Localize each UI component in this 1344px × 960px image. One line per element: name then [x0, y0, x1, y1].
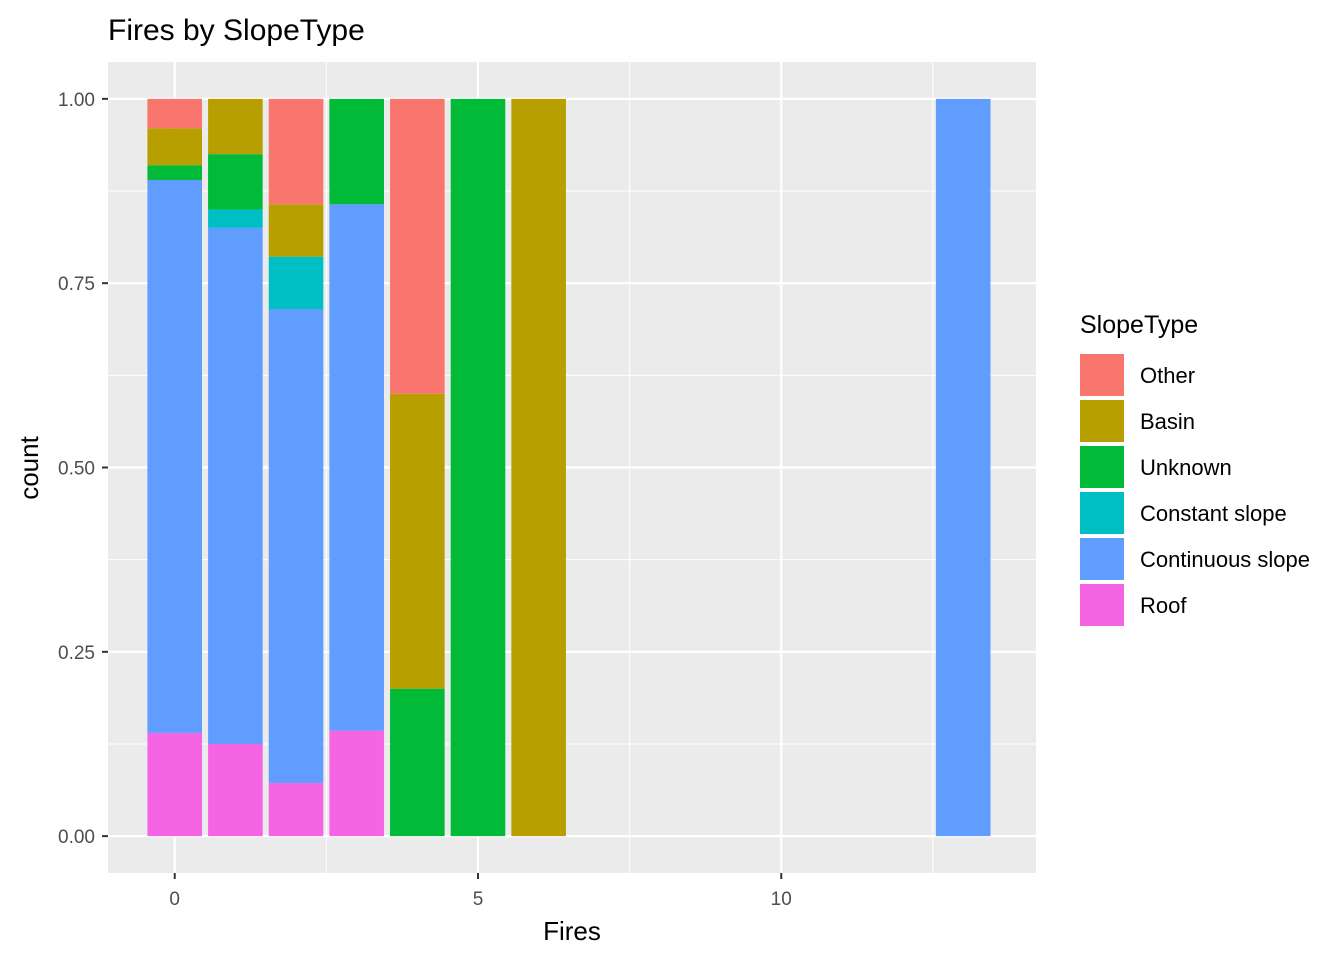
legend-label: Other — [1140, 363, 1195, 388]
y-tick-label: 0.50 — [58, 459, 95, 480]
y-tick-label: 0.00 — [58, 827, 95, 848]
legend-key — [1080, 446, 1124, 488]
chart-title: Fires by SlopeType — [108, 14, 365, 47]
legend-key — [1080, 538, 1124, 580]
legend-key — [1080, 354, 1124, 396]
legend-item: Constant slope — [1080, 492, 1287, 534]
legend-key — [1080, 400, 1124, 442]
bar-segment-continuous-slope — [208, 227, 263, 744]
y-axis-ticks: 0.00 0.25 0.50 0.75 1.00 — [58, 90, 108, 848]
legend-title: SlopeType — [1080, 311, 1198, 339]
bar-segment-other — [390, 98, 445, 394]
bar-segment-continuous-slope — [147, 179, 203, 733]
legend-item: Roof — [1080, 584, 1187, 626]
bar-segment-roof — [329, 730, 384, 837]
x-axis-ticks: 0 5 10 — [169, 873, 792, 910]
y-tick-label: 0.25 — [58, 643, 95, 664]
legend-key — [1080, 492, 1124, 534]
bar-segment-unknown — [208, 154, 263, 210]
legend-key — [1080, 584, 1124, 626]
bar-segment-roof — [147, 732, 203, 837]
legend-item: Unknown — [1080, 446, 1232, 488]
bar-segment-basin — [147, 128, 203, 166]
bar-segment-unknown — [147, 165, 203, 180]
bar-segment-roof — [208, 743, 263, 837]
bar-segment-other — [268, 98, 324, 205]
bar-segment-other — [147, 98, 203, 129]
bars — [147, 98, 991, 837]
bar-segment-basin — [390, 393, 445, 689]
legend-label: Unknown — [1140, 455, 1232, 480]
x-tick-label: 5 — [473, 889, 484, 910]
legend-label: Constant slope — [1140, 501, 1287, 526]
bar-segment-unknown — [390, 688, 445, 837]
bar-segment-basin — [268, 204, 324, 257]
bar-segment-constant-slope — [268, 256, 324, 309]
bar-segment-continuous-slope — [935, 98, 991, 837]
legend-item: Basin — [1080, 400, 1195, 442]
bar-segment-unknown — [450, 98, 506, 837]
bar-segment-continuous-slope — [329, 204, 384, 731]
y-axis-title: count — [14, 435, 44, 499]
legend-item: Continuous slope — [1080, 538, 1310, 580]
bar-segment-basin — [511, 98, 566, 837]
x-tick-label: 10 — [771, 889, 792, 910]
y-tick-label: 0.75 — [58, 274, 95, 295]
x-tick-label: 0 — [169, 889, 180, 910]
x-axis-title: Fires — [543, 916, 601, 946]
bar-segment-continuous-slope — [268, 308, 324, 784]
legend: SlopeType Other Basin Unknown Constant slop… — [1080, 311, 1310, 626]
legend-label: Roof — [1140, 593, 1187, 618]
legend-label: Basin — [1140, 409, 1195, 434]
legend-item: Other — [1080, 354, 1195, 396]
bar-segment-basin — [208, 98, 263, 155]
bar-segment-unknown — [329, 98, 384, 205]
legend-label: Continuous slope — [1140, 547, 1310, 572]
y-tick-label: 1.00 — [58, 90, 95, 111]
bar-segment-constant-slope — [208, 209, 263, 228]
bar-segment-roof — [268, 783, 324, 837]
